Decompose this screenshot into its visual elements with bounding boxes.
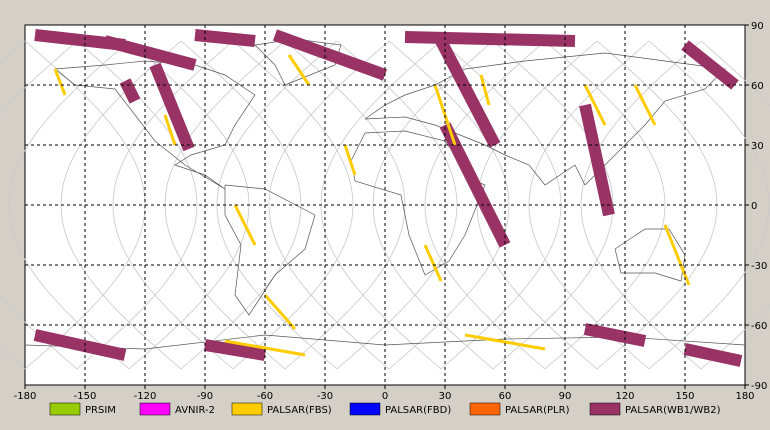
orbit-track <box>268 40 390 370</box>
orbit-track <box>388 40 510 370</box>
wb-swath <box>683 343 743 367</box>
wb-swath <box>204 339 266 361</box>
coastline <box>224 184 316 316</box>
fbs-strip <box>633 84 657 126</box>
x-tick-label: 60 <box>499 391 512 402</box>
y-tick-label: -30 <box>751 261 767 272</box>
legend-label: PRSIM <box>85 405 116 416</box>
y-tick-label: -60 <box>751 321 767 332</box>
fbs-strip <box>663 224 691 286</box>
fbs-strip <box>287 54 311 86</box>
legend-label: PALSAR(PLR) <box>505 405 570 416</box>
orbit-track <box>0 40 78 370</box>
fbs-strip <box>343 144 357 176</box>
orbit-track <box>0 40 26 370</box>
fbs-strip <box>53 68 67 96</box>
wb-swath <box>579 103 615 217</box>
fbs-strip <box>233 204 257 246</box>
legend-label: PALSAR(FBD) <box>385 405 451 416</box>
legend-label: PALSAR(FBS) <box>267 405 332 416</box>
y-tick-label: 0 <box>751 201 757 212</box>
x-tick-label: -120 <box>134 391 157 402</box>
x-tick-label: -30 <box>317 391 333 402</box>
wb-swath <box>583 323 647 347</box>
wb-swath <box>103 35 197 71</box>
wb-swath <box>681 40 739 90</box>
fbs-strip <box>479 74 491 106</box>
x-tick-label: 120 <box>615 391 634 402</box>
y-axis-ticks: 90 60 30 0 -30 -60 -90 <box>745 21 767 392</box>
wb-swath <box>435 38 501 148</box>
fbs-strip <box>583 84 607 126</box>
legend-label: PALSAR(WB1/WB2) <box>625 405 721 416</box>
legend-label: AVNIR-2 <box>175 405 215 416</box>
x-tick-label: -90 <box>197 391 213 402</box>
observation-swaths <box>33 29 743 367</box>
y-tick-label: 60 <box>751 81 764 92</box>
orbit-track <box>232 40 354 370</box>
legend-swatch <box>589 402 621 416</box>
wb-swath <box>149 62 195 152</box>
x-tick-label: 0 <box>382 391 388 402</box>
fbs-strip <box>163 114 177 146</box>
fbs-strip <box>464 333 546 351</box>
orbit-track <box>648 40 770 370</box>
orbit-track <box>700 40 770 370</box>
legend-swatch <box>231 402 263 416</box>
x-tick-label: -180 <box>14 391 37 402</box>
wb-swath <box>404 31 576 47</box>
fbs-strip <box>224 339 306 357</box>
x-tick-label: 150 <box>675 391 694 402</box>
wb-swath <box>194 29 256 47</box>
legend-swatch <box>49 402 81 416</box>
x-tick-label: -60 <box>257 391 273 402</box>
wb-swath <box>119 78 141 104</box>
orbit-track <box>544 40 666 370</box>
x-axis-ticks: -180 -150 -120 -90 -60 -30 0 30 60 90 120 150 180 <box>14 385 755 402</box>
fbs-strip <box>423 244 443 282</box>
legend-swatch <box>349 402 381 416</box>
y-tick-label: 30 <box>751 141 764 152</box>
legend-swatch <box>139 402 171 416</box>
x-tick-label: 30 <box>439 391 452 402</box>
grid-lines <box>25 25 745 385</box>
wb-swath <box>33 329 127 361</box>
fbs-strip <box>263 294 297 330</box>
orbit-track <box>8 40 130 370</box>
x-tick-label: 180 <box>735 391 754 402</box>
y-tick-label: 90 <box>751 21 764 32</box>
wb-swath <box>272 29 388 81</box>
x-tick-label: 90 <box>559 391 572 402</box>
legend: PRSIM AVNIR-2 PALSAR(FBS) PALSAR(FBD) PALSAR… <box>49 402 721 416</box>
legend-swatch <box>469 402 501 416</box>
y-tick-label: -90 <box>751 381 767 392</box>
x-tick-label: -150 <box>74 391 97 402</box>
